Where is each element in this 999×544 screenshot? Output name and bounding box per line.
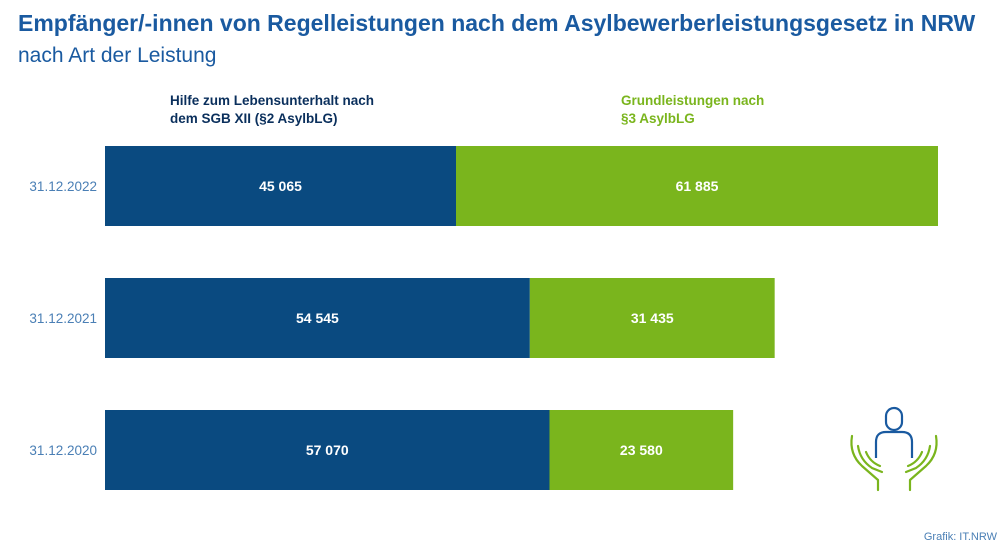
category-label: 31.12.2021 xyxy=(29,311,97,326)
bar-segment-series-1 xyxy=(105,278,530,358)
hands-holding-person-icon xyxy=(850,406,938,492)
bar-segment-series-2 xyxy=(529,278,775,358)
data-label: 54 545 xyxy=(296,310,339,326)
bar-segment-series-2 xyxy=(549,410,734,490)
bar-segment-series-1 xyxy=(105,146,456,226)
data-label: 23 580 xyxy=(620,442,663,458)
legend-series-1-line-1: Hilfe zum Lebensunterhalt nach xyxy=(170,93,375,108)
bar-segment-series-2 xyxy=(455,146,938,226)
data-label: 31 435 xyxy=(631,310,674,326)
legend-series-1: Hilfe zum Lebensunterhalt nach dem SGB X… xyxy=(170,92,430,128)
legend-series-1-line-2: dem SGB XII (§2 AsylbLG) xyxy=(170,111,338,126)
source-credit: Grafik: IT.NRW xyxy=(923,531,997,543)
data-label: 61 885 xyxy=(676,178,719,194)
category-label: 31.12.2022 xyxy=(29,179,97,194)
data-label: 45 065 xyxy=(259,178,302,194)
legend-series-2: Grundleistungen nach §3 AsylbLG xyxy=(621,92,821,128)
chart-title: Empfänger/-innen von Regelleistungen nac… xyxy=(18,10,976,36)
legend-series-2-line-1: Grundleistungen nach xyxy=(621,93,765,108)
legend-series-2-line-2: §3 AsylbLG xyxy=(621,111,695,126)
data-label: 57 070 xyxy=(306,442,349,458)
bar-segment-series-1 xyxy=(105,410,550,490)
category-label: 31.12.2020 xyxy=(29,443,97,458)
chart-subtitle: nach Art der Leistung xyxy=(18,44,217,67)
